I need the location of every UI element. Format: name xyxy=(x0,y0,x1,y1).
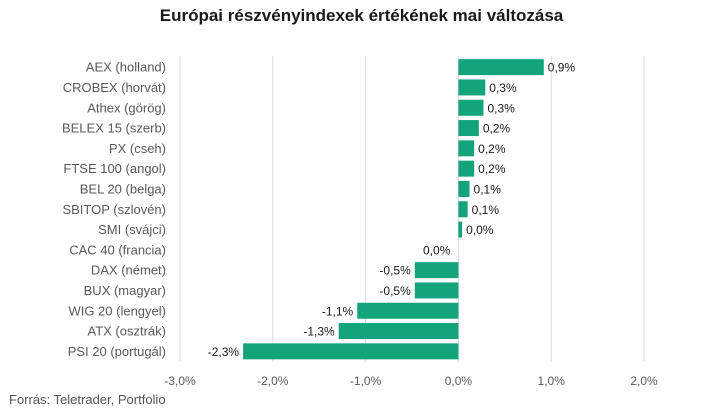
value-label: -1,1% xyxy=(322,304,354,318)
bar xyxy=(458,59,544,76)
category-label: DAX (német) xyxy=(91,263,166,278)
chart-title: Európai részvényindexek értékének mai vá… xyxy=(159,6,564,25)
bar xyxy=(243,343,459,360)
value-label: 0,3% xyxy=(489,81,517,95)
x-tick-label: -2,0% xyxy=(257,374,289,388)
bar xyxy=(414,262,459,279)
x-tick-label: 0,0% xyxy=(445,374,473,388)
category-label: SMI (svájci) xyxy=(98,222,166,237)
x-tick-label: -3,0% xyxy=(164,374,196,388)
category-labels: AEX (holland) CROBEX (horvát) Athex (görög… xyxy=(62,60,166,359)
category-label: WIG 20 (lengyel) xyxy=(68,303,166,318)
category-label: Athex (görög) xyxy=(87,100,166,115)
bar xyxy=(357,302,459,319)
bar xyxy=(458,221,463,238)
category-label: FTSE 100 (angol) xyxy=(63,161,166,176)
category-label: BELEX 15 (szerb) xyxy=(62,121,166,136)
x-axis-ticks: -3,0% -2,0% -1,0% 0,0% 1,0% 2,0% xyxy=(164,374,658,388)
category-label: CROBEX (horvát) xyxy=(63,80,166,95)
bar xyxy=(414,282,459,299)
value-label: -2,3% xyxy=(208,345,240,359)
source-note: Forrás: Teletrader, Portfolio xyxy=(9,392,166,407)
category-label: PSI 20 (portugál) xyxy=(68,344,166,359)
bar xyxy=(458,99,484,116)
category-label: SBITOP (szlovén) xyxy=(62,202,166,217)
value-label: 0,9% xyxy=(548,61,576,75)
x-tick-label: 2,0% xyxy=(630,374,658,388)
value-label: 0,0% xyxy=(466,223,494,237)
bar xyxy=(458,160,475,177)
category-label: ATX (osztrák) xyxy=(88,324,167,339)
value-label: 0,2% xyxy=(478,162,506,176)
value-label: 0,2% xyxy=(478,142,506,156)
bar xyxy=(458,180,470,197)
value-label: 0,1% xyxy=(472,203,500,217)
value-label: 0,1% xyxy=(474,182,502,196)
category-label: CAC 40 (francia) xyxy=(69,242,166,257)
x-tick-label: -1,0% xyxy=(350,374,382,388)
bar xyxy=(458,79,486,96)
value-label: -1,3% xyxy=(303,325,335,339)
value-labels: 0,9% 0,3% 0,3% 0,2% 0,2% 0,2% 0,1% 0,1% 0,0% 0,0%… xyxy=(208,61,576,359)
bar xyxy=(338,323,459,340)
category-label: BEL 20 (belga) xyxy=(80,181,166,196)
bar xyxy=(458,201,468,218)
value-label: 0,0% xyxy=(423,243,451,257)
bars xyxy=(243,59,544,360)
bar xyxy=(458,140,475,157)
value-label: 0,2% xyxy=(483,122,511,136)
x-tick-label: 1,0% xyxy=(538,374,566,388)
value-label: -0,5% xyxy=(379,284,411,298)
bar xyxy=(458,120,479,137)
value-label: -0,5% xyxy=(379,264,411,278)
category-label: AEX (holland) xyxy=(86,60,166,75)
category-label: BUX (magyar) xyxy=(84,283,166,298)
value-label: 0,3% xyxy=(487,101,515,115)
category-label: PX (cseh) xyxy=(109,141,166,156)
